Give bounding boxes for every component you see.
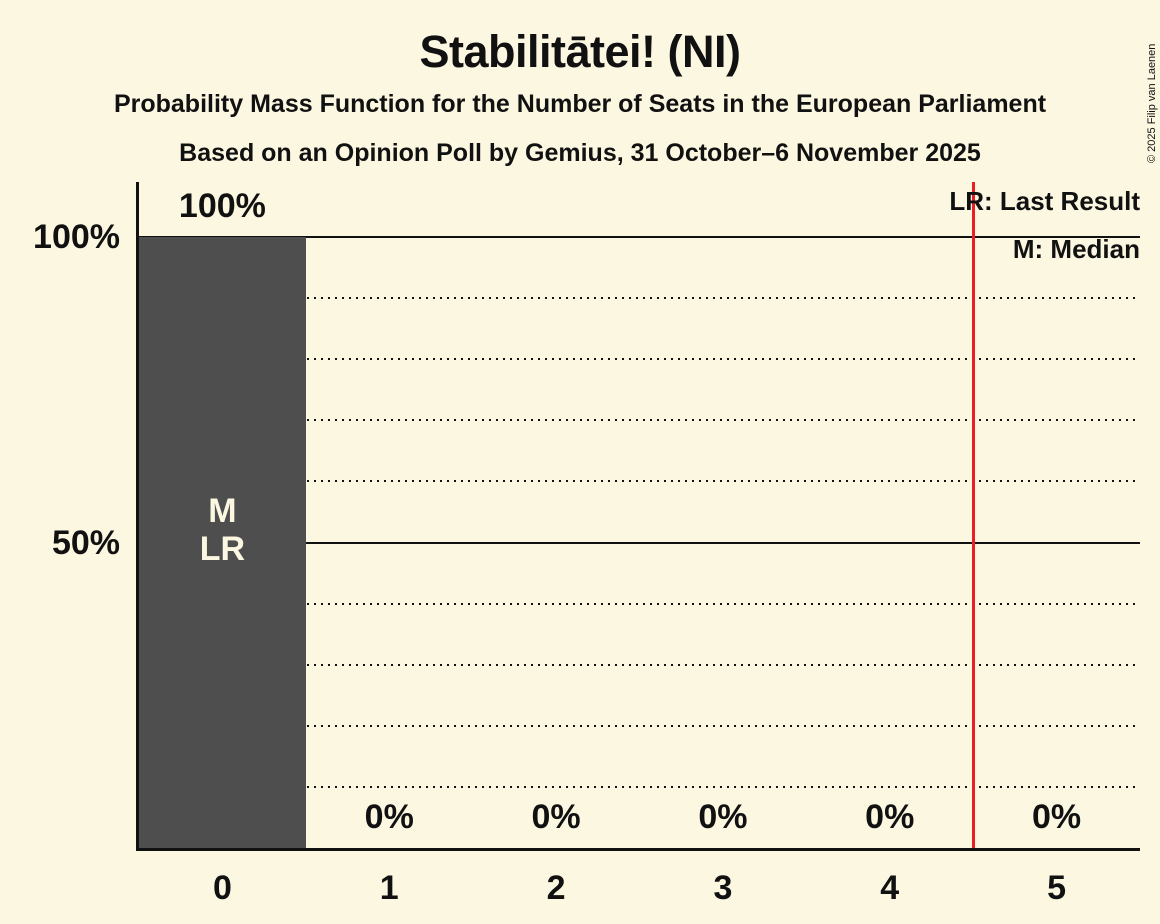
value-label-0: 100% [178, 187, 266, 225]
gridline-dotted-80 [139, 358, 1140, 361]
gridline-dotted-60 [139, 480, 1140, 483]
red-vertical-line [971, 182, 975, 848]
gridline-dotted-30 [139, 663, 1140, 666]
x-tick-2: 2 [546, 869, 566, 907]
value-label-2: 0% [531, 798, 581, 836]
copyright-notice: © 2025 Filip van Laenen [1146, 43, 1158, 163]
x-tick-1: 1 [379, 869, 399, 907]
gridline-solid-100 [139, 236, 1140, 238]
chart-subtitle: Probability Mass Function for the Number… [113, 90, 1047, 118]
gridline-solid-50 [139, 541, 1140, 544]
y-axis-label-100: 100% [33, 218, 120, 256]
legend-last-result: LR: Last Result [949, 186, 1140, 216]
legend-median: M: Median [1012, 234, 1140, 264]
poll-source-line: Based on an Opinion Poll by Gemius, 31 O… [179, 139, 981, 167]
gridline-dotted-10 [139, 785, 1140, 788]
gridline-dotted-70 [139, 419, 1140, 422]
plot-area: 100% 0% 0% 0% 0% 0% M LR [136, 182, 1140, 851]
bar-annotation-line: M [208, 492, 237, 530]
x-tick-5: 5 [1047, 869, 1067, 907]
x-tick-3: 3 [713, 869, 733, 907]
gridline-dotted-20 [139, 724, 1140, 727]
gridline-dotted-40 [139, 602, 1140, 605]
x-tick-0: 0 [212, 869, 232, 907]
value-label-4: 0% [865, 798, 915, 836]
gridline-dotted-90 [139, 297, 1140, 300]
value-label-5: 0% [1032, 798, 1082, 836]
chart-title: Stabilitātei! (NI) [419, 26, 741, 77]
value-label-1: 0% [364, 798, 414, 836]
median-last-result-marker: M LR [139, 492, 306, 568]
value-label-3: 0% [698, 798, 748, 836]
y-axis-label-50: 50% [51, 523, 120, 562]
bar-seats-0 [139, 237, 306, 848]
legend: LR: Last Result M: Median [949, 185, 1140, 265]
x-axis-labels: 0 1 2 3 4 5 [139, 870, 1140, 910]
bar-annotation-line: LR [199, 530, 246, 568]
x-tick-4: 4 [880, 869, 900, 907]
